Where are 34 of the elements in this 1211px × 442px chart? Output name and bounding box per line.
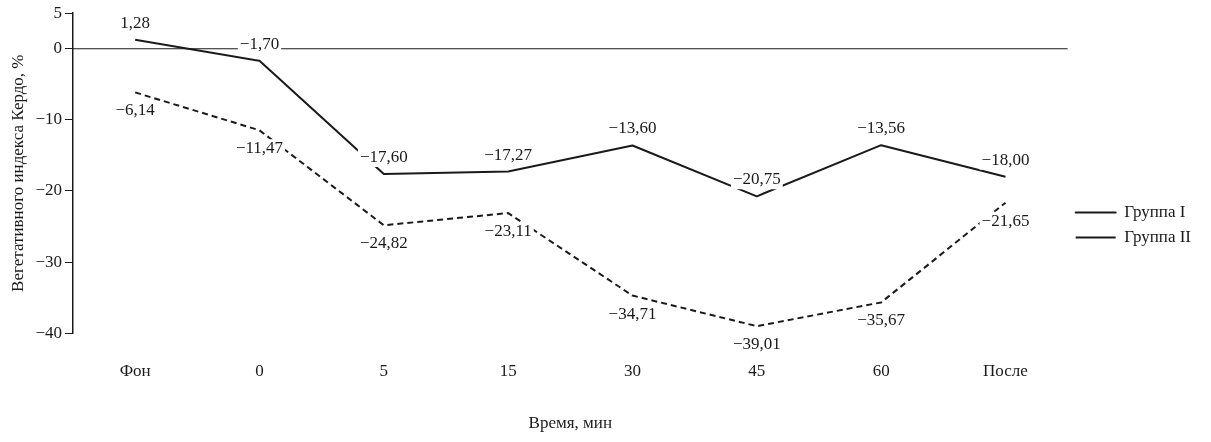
data-label: −18,00: [981, 149, 1030, 169]
data-label: −11,47: [235, 138, 284, 158]
data-label: −23,11: [484, 221, 532, 241]
x-tick-label: 5: [379, 360, 389, 380]
y-axis-title: Вегетативного индекса Кердо, %: [7, 54, 27, 292]
x-tick-label: После: [983, 360, 1028, 380]
data-label: −1,70: [239, 33, 280, 53]
y-tick-label: 5: [53, 2, 62, 22]
x-tick-label: 0: [255, 360, 264, 380]
data-label: −13,60: [608, 118, 657, 138]
legend-label: Группа II: [1124, 226, 1192, 246]
data-label: −39,01: [732, 334, 781, 354]
data-label: −17,60: [359, 146, 408, 166]
data-label: −13,56: [857, 118, 906, 138]
x-tick-label: 30: [623, 360, 641, 380]
data-label: −21,65: [981, 210, 1030, 230]
y-tick-label: −40: [35, 322, 62, 342]
y-tick-label: 0: [53, 38, 62, 58]
x-tick-label: 15: [499, 360, 517, 380]
data-label: 1,28: [120, 12, 151, 32]
legend-label: Группа I: [1124, 201, 1186, 221]
x-tick-label: 60: [872, 360, 890, 380]
data-label: −17,27: [484, 144, 533, 164]
data-label: −35,67: [857, 310, 906, 330]
y-tick-label: −10: [35, 109, 62, 129]
data-label: −24,82: [359, 233, 408, 253]
x-tick-label: 45: [748, 360, 766, 380]
x-tick-label: Фон: [119, 360, 151, 380]
data-label: −6,14: [115, 100, 156, 120]
y-tick-label: −20: [35, 180, 62, 200]
y-tick-label: −30: [35, 251, 62, 271]
data-label: −34,71: [608, 303, 657, 323]
x-axis-title: Время, мин: [528, 413, 613, 433]
data-label: −20,75: [732, 169, 781, 189]
